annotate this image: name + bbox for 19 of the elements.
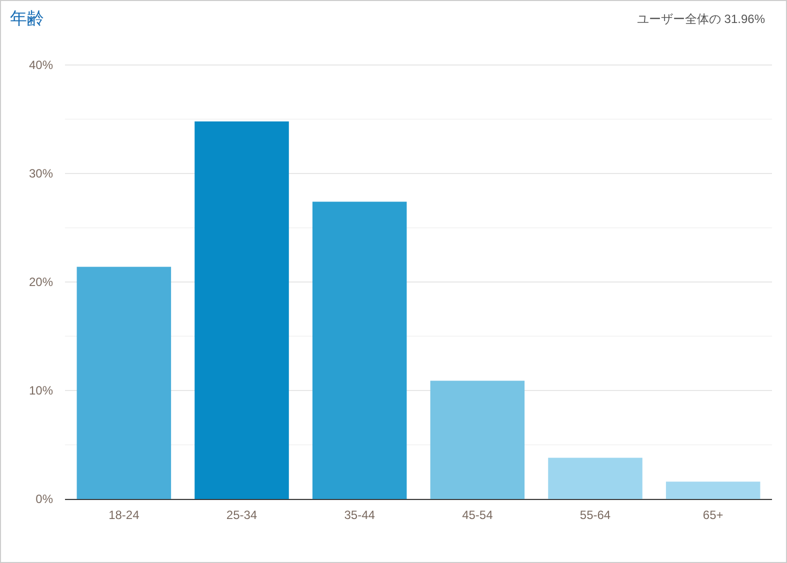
x-tick-label: 55-64 — [580, 508, 611, 522]
bar — [548, 458, 642, 499]
y-tick-label: 10% — [28, 384, 54, 398]
y-tick-label: 40% — [28, 58, 54, 72]
bar — [430, 380, 525, 499]
x-tick-label: 45-54 — [462, 508, 494, 522]
text: ユーザー全体の 31.96% — [636, 12, 766, 26]
x-tick-label: 65+ — [702, 508, 724, 522]
x-tick-label: 25-34 — [226, 508, 258, 522]
bar — [76, 266, 172, 499]
y-tick-label: 30% — [28, 166, 54, 180]
bar — [666, 482, 760, 499]
x-tick-label: 18-24 — [108, 508, 140, 522]
bar — [312, 202, 407, 499]
chart-title: 年齢 — [10, 9, 44, 28]
bar — [194, 121, 289, 499]
y-tick-label: 0% — [36, 492, 54, 506]
x-tick-label: 35-44 — [344, 508, 376, 522]
y-tick-label: 20% — [28, 275, 54, 289]
